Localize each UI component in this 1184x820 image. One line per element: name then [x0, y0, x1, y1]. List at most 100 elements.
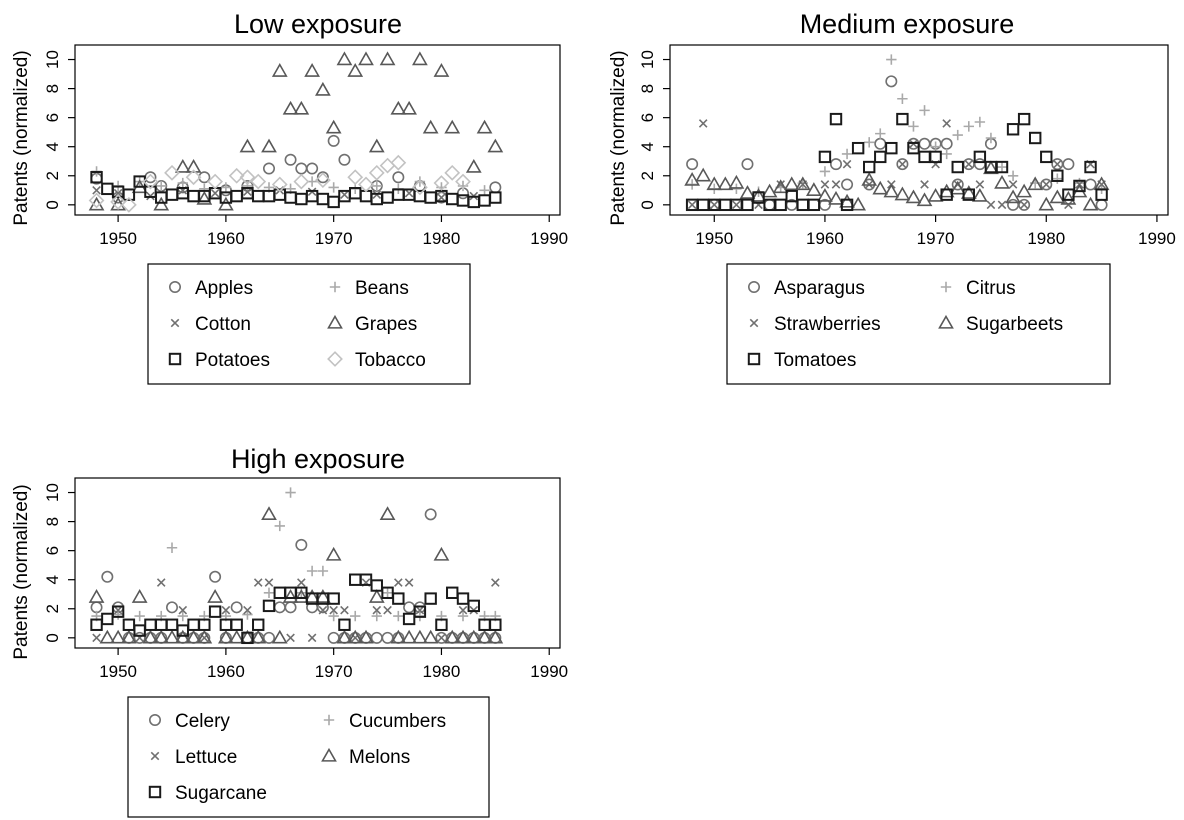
data-point-grapes	[401, 100, 417, 115]
data-point-lettuce	[318, 605, 328, 615]
panel-low-exposure: Low exposure Patents (normalized) 1950 19…	[11, 9, 568, 385]
data-point-tomatoes	[752, 191, 765, 204]
x-tick-label: 1980	[423, 662, 461, 681]
data-point-tomatoes	[840, 198, 854, 212]
series-tomatoes	[685, 112, 1108, 212]
axes: 1950 1960 1970 1980 1990 0 2 4 6 8 10	[43, 50, 568, 248]
data-point-potatoes	[165, 188, 179, 201]
data-point-celery	[209, 570, 222, 583]
data-point-apples	[262, 162, 275, 175]
legend-label: Sugarcane	[175, 783, 267, 804]
data-point-grapes	[315, 81, 331, 96]
x-tick-label: 1970	[315, 662, 353, 681]
y-tick-label: 6	[638, 113, 657, 122]
series-tobacco	[88, 154, 471, 213]
data-point-cucumbers	[177, 610, 188, 622]
data-point-sugarbeets	[960, 185, 977, 199]
data-point-melons	[487, 629, 504, 644]
legend: Asparagus Citrus Strawberries Sugarbeets Tom…	[747, 278, 1063, 371]
data-point-citrus	[897, 93, 908, 104]
data-point-sugarbeets	[1005, 189, 1021, 204]
legend-label: Lettuce	[175, 747, 237, 768]
data-point-melons	[358, 629, 374, 644]
data-point-sugarcane	[456, 592, 470, 605]
data-point-sugarcane	[402, 612, 416, 626]
data-point-grapes	[325, 119, 342, 134]
data-point-potatoes	[133, 175, 146, 188]
data-point-asparagus	[1018, 198, 1031, 211]
data-point-cotton	[92, 185, 101, 195]
data-point-strawberries	[831, 180, 841, 189]
y-axis-label: Patents (normalized)	[11, 484, 32, 659]
data-point-sugarcane	[446, 586, 459, 599]
data-point-tomatoes	[896, 112, 909, 126]
data-point-sugarbeets	[927, 187, 944, 202]
legend-label: Sugarbeets	[966, 314, 1063, 335]
data-point-beans	[242, 180, 253, 192]
data-point-strawberries	[975, 180, 985, 189]
data-point-grapes	[196, 190, 213, 205]
data-point-potatoes	[489, 191, 502, 204]
data-point-asparagus	[1007, 198, 1020, 211]
axes: 1950 1960 1970 1980 1990 0 2 4 6 8 10	[638, 50, 1176, 248]
legend: Apples Beans Cotton Grapes Potatoes Tobacco	[168, 278, 426, 371]
data-point-grapes	[465, 158, 482, 173]
data-point-sugarcane	[338, 618, 351, 631]
data-point-tomatoes	[1095, 188, 1108, 201]
y-tick-label: 2	[638, 171, 657, 180]
data-point-sugarbeets	[905, 189, 922, 204]
data-point-potatoes	[381, 191, 394, 204]
data-point-strawberries	[997, 200, 1007, 210]
data-point-tomatoes	[940, 188, 953, 201]
data-point-tomatoes	[1006, 123, 1020, 136]
data-point-sugarbeets	[706, 176, 723, 191]
data-point-asparagus	[951, 178, 964, 191]
data-point-potatoes	[478, 194, 491, 207]
data-point-celery	[403, 601, 416, 614]
data-point-cucumbers	[393, 610, 404, 622]
plot-marks	[88, 487, 504, 645]
data-point-lettuce	[92, 633, 101, 643]
y-tick-label: 0	[43, 200, 62, 209]
y-tick-label: 6	[43, 113, 62, 122]
x-tick-label: 1970	[315, 229, 353, 248]
data-point-apples	[392, 171, 405, 184]
y-tick-label: 10	[638, 50, 657, 69]
data-point-asparagus	[741, 158, 754, 171]
data-point-celery	[230, 601, 243, 614]
plot-frame	[74, 44, 561, 216]
data-point-tomatoes	[962, 188, 975, 201]
data-point-melons	[390, 629, 407, 644]
data-point-citrus	[952, 129, 963, 141]
data-point-celery	[101, 570, 114, 583]
data-point-tobacco	[293, 173, 310, 190]
data-point-sugarbeets	[805, 182, 822, 196]
data-point-tobacco	[239, 169, 256, 186]
data-point-cotton	[340, 190, 349, 199]
data-point-melons	[422, 629, 439, 644]
data-point-beans	[220, 182, 232, 193]
legend-label: Asparagus	[774, 278, 865, 299]
data-point-sugarbeets	[761, 183, 778, 198]
data-point-tobacco	[358, 176, 374, 193]
data-point-melons	[110, 629, 126, 644]
data-point-potatoes	[446, 192, 459, 206]
data-point-melons	[131, 589, 148, 603]
data-point-grapes	[433, 63, 450, 77]
data-point-cucumbers	[382, 587, 393, 598]
data-point-sugarcane	[122, 618, 136, 631]
data-point-asparagus	[885, 75, 898, 88]
data-point-grapes	[185, 158, 202, 173]
data-point-cotton	[113, 188, 123, 198]
data-point-tobacco	[164, 164, 180, 181]
data-point-lettuce	[253, 578, 263, 587]
data-point-tobacco	[411, 179, 428, 196]
data-point-lettuce	[458, 605, 468, 615]
data-point-sugarbeets	[971, 187, 988, 202]
data-point-lettuce	[297, 578, 306, 587]
data-point-tobacco	[110, 194, 127, 210]
data-point-asparagus	[841, 178, 854, 191]
legend-item: Cotton	[170, 314, 251, 335]
data-point-lettuce	[415, 605, 425, 615]
